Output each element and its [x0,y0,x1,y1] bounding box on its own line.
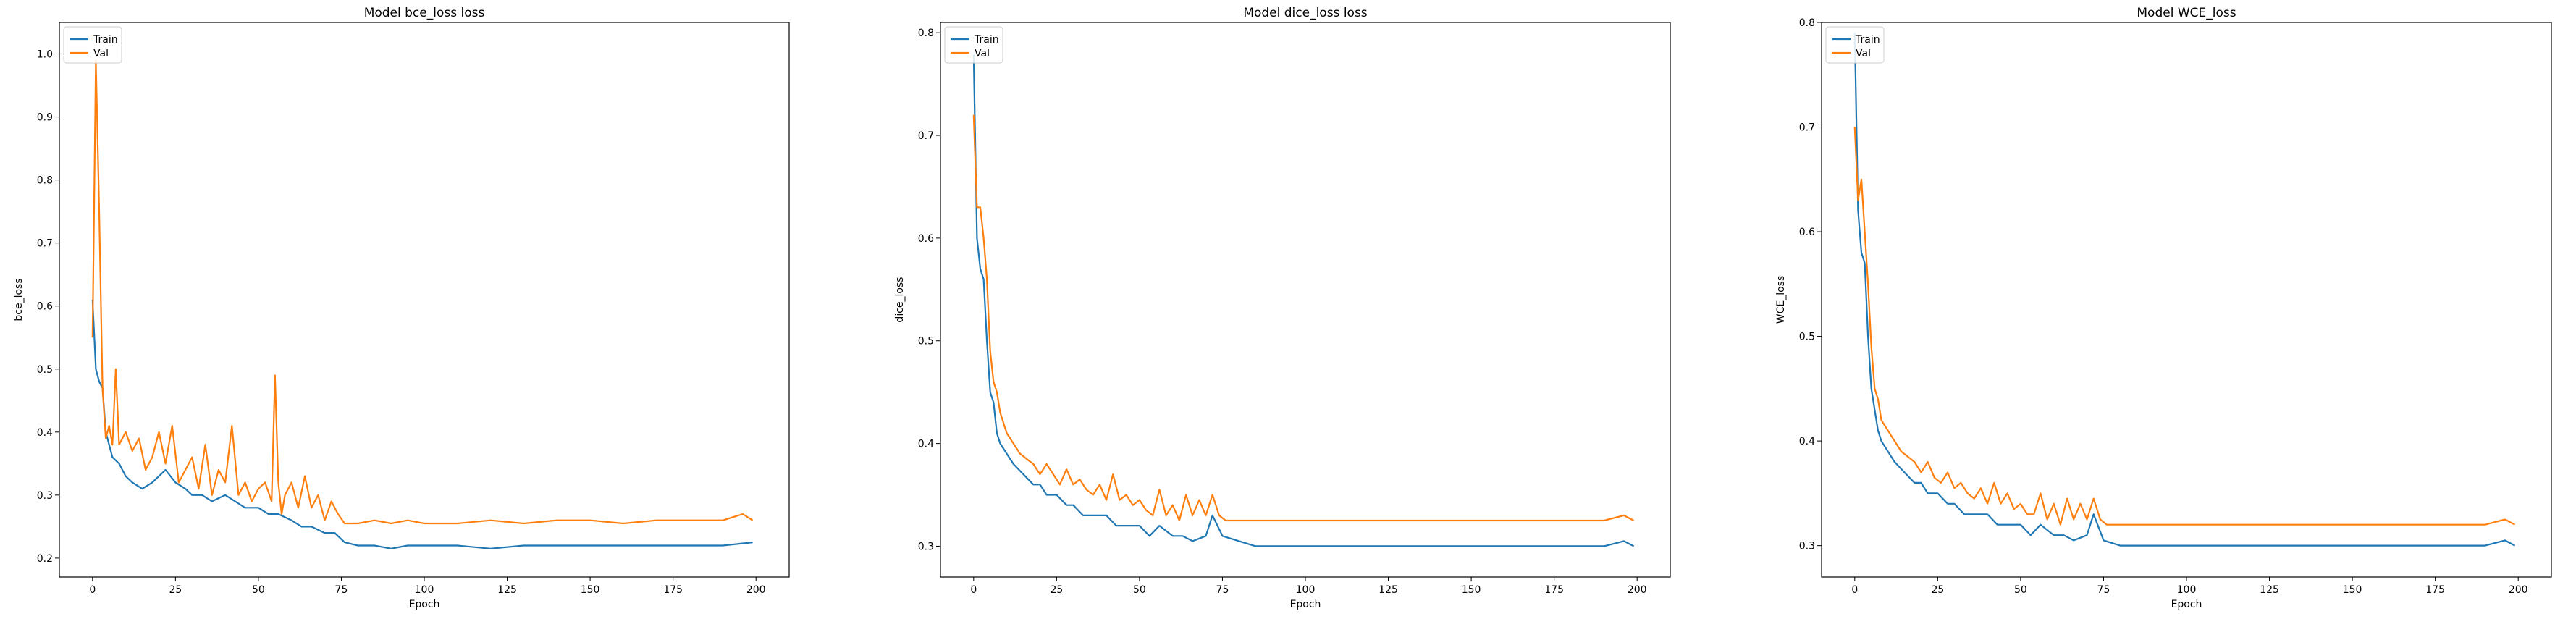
y-tick-label: 0.8 [1799,17,1815,29]
y-axis-label: bce_loss [13,278,25,321]
legend-label-val: Val [1856,48,1871,59]
x-tick-label: 200 [2509,584,2528,596]
x-tick-label: 0 [970,584,977,596]
y-tick-label: 0.7 [918,130,934,142]
series-line-train [972,53,1635,547]
legend-label-val: Val [975,48,990,59]
y-tick-label: 0.6 [918,233,934,245]
y-tick-label: 0.3 [918,541,934,552]
series-line-train [91,299,753,549]
legend: Train Val [944,26,1003,64]
y-tick-label: 0.5 [37,364,53,376]
series-line-val [91,59,754,525]
y-tick-label: 0.6 [1799,227,1815,238]
x-tick-label: 75 [1216,584,1229,596]
chart-title: Model bce_loss loss [364,6,485,20]
series-line-val [1853,127,2516,526]
chart-dice-loss: Model dice_loss loss 0 25 50 75 100 125 150 175 2… [894,6,1671,610]
y-axis-label: dice_loss [894,277,906,322]
x-tick-label: 175 [1544,584,1564,596]
y-tick-label: 1.0 [37,49,53,61]
x-tick-label: 75 [2097,584,2110,596]
y-tick-label: 0.5 [918,336,934,348]
y-tick-label: 0.6 [37,301,53,313]
y-tick-label: 0.3 [1799,541,1815,552]
x-tick-label: 125 [2260,584,2279,596]
x-axis-label: Epoch [2171,599,2202,610]
x-axis-label: Epoch [1290,599,1321,610]
legend-box [1825,26,1885,64]
x-tick-label: 150 [1462,584,1481,596]
x-tick-label: 25 [169,584,182,596]
chart-bce-loss: Model bce_loss loss 0 25 50 75 100 125 150 175 20… [13,6,790,610]
y-tick-label: 0.4 [918,439,934,450]
y-tick-label: 0.2 [37,553,53,565]
x-tick-label: 100 [2177,584,2197,596]
x-tick-label: 0 [89,584,96,596]
x-tick-label: 150 [581,584,600,596]
x-axis-label: Epoch [409,599,440,610]
y-tick-label: 0.9 [37,112,53,124]
y-tick-label: 0.4 [1799,436,1815,447]
chart-title: Model WCE_loss [2137,6,2236,20]
x-tick-label: 50 [1133,584,1146,596]
legend-box [944,26,1003,64]
x-tick-label: 50 [2014,584,2027,596]
x-tick-label: 125 [1379,584,1398,596]
y-tick-label: 0.5 [1799,332,1815,343]
y-tick-label: 0.4 [37,427,53,439]
y-tick-label: 0.8 [37,175,53,187]
legend-label-train: Train [974,34,999,46]
x-tick-label: 100 [1296,584,1316,596]
x-tick-label: 25 [1931,584,1944,596]
x-tick-label: 200 [1628,584,1647,596]
x-tick-label: 150 [2343,584,2362,596]
legend-label-val: Val [93,48,109,59]
x-tick-label: 25 [1050,584,1063,596]
x-tick-label: 125 [497,584,517,596]
y-tick-label: 0.7 [1799,122,1815,134]
x-tick-label: 175 [2425,584,2445,596]
axes-frame [940,22,1671,578]
y-tick-label: 0.7 [37,238,53,250]
series-line-val [972,114,1635,522]
x-tick-label: 0 [1851,584,1858,596]
x-tick-label: 200 [746,584,766,596]
axes-frame [59,22,790,578]
x-tick-label: 175 [663,584,683,596]
y-tick-label: 0.3 [37,490,53,502]
legend-label-train: Train [1855,34,1880,46]
series-line-train [1853,33,2516,547]
legend: Train Val [63,26,122,64]
x-tick-label: 50 [252,584,265,596]
legend-label-train: Train [93,34,118,46]
x-tick-label: 75 [335,584,348,596]
chart-title: Model dice_loss loss [1243,6,1367,20]
legend: Train Val [1825,26,1885,64]
y-axis-label: WCE_loss [1775,276,1787,324]
chart-wce-loss: Model WCE_loss 0 25 50 75 100 125 150 175 200 0.3 0… [1775,6,2552,610]
legend-box [63,26,122,64]
y-tick-label: 0.8 [918,28,934,39]
x-tick-label: 100 [415,584,434,596]
